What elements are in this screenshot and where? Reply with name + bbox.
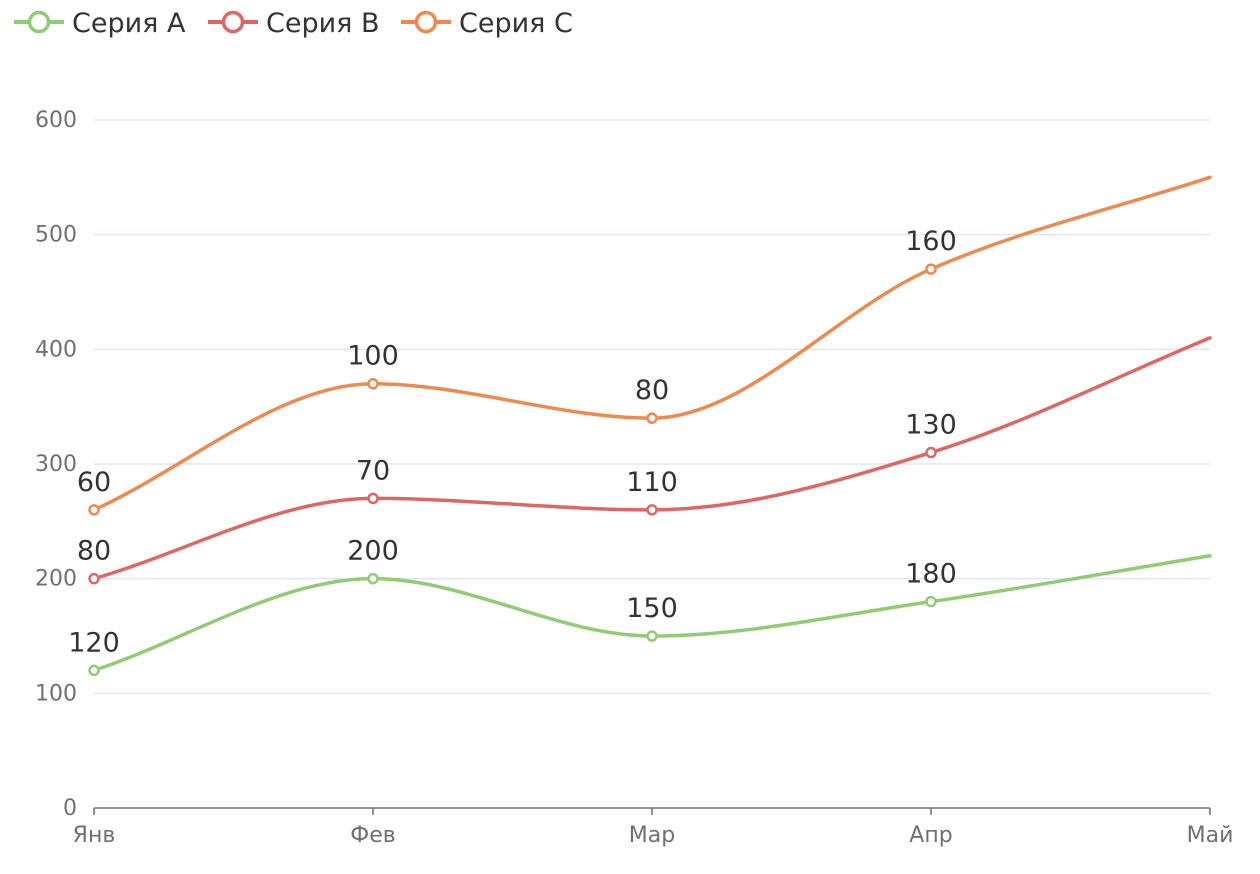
legend-label: Серия C	[459, 8, 573, 39]
data-point[interactable]	[88, 664, 100, 677]
legend: Серия A Серия B Серия C	[14, 8, 573, 39]
legend-item[interactable]: Серия A	[14, 8, 186, 39]
data-label: 200	[347, 536, 399, 567]
data-point[interactable]	[367, 572, 379, 585]
y-tick-label: 100	[35, 681, 77, 706]
data-point[interactable]	[646, 412, 658, 424]
x-tick-label: Мар	[629, 823, 675, 848]
data-label: 120	[68, 627, 120, 658]
data-label: 80	[77, 536, 111, 567]
series-line	[92, 336, 1212, 581]
x-tick-label: Апр	[909, 823, 952, 848]
data-label: 150	[626, 593, 678, 624]
y-tick-label: 400	[35, 337, 77, 362]
data-label: 110	[626, 467, 678, 498]
x-tick-label: Май	[1187, 823, 1234, 848]
data-point[interactable]	[925, 446, 937, 459]
data-point[interactable]	[925, 595, 937, 608]
data-label: 70	[356, 455, 390, 486]
series-lines	[88, 175, 1212, 677]
data-point[interactable]	[367, 492, 379, 505]
data-point[interactable]	[646, 630, 658, 642]
data-point[interactable]	[925, 263, 937, 275]
data-labels: 120 200 150 180 80 70 110 130 60 100 80 160	[68, 226, 957, 658]
legend-item[interactable]: Серия C	[401, 8, 573, 39]
data-label: 60	[77, 467, 111, 498]
data-label: 180	[905, 559, 957, 590]
data-point[interactable]	[367, 377, 379, 390]
x-tick-label: Янв	[73, 823, 116, 848]
data-point[interactable]	[646, 504, 658, 516]
grid-lines	[94, 119, 1210, 695]
legend-marker-icon	[27, 10, 51, 34]
data-point[interactable]	[88, 572, 100, 585]
y-tick-label: 200	[35, 567, 77, 592]
x-tick-label: Фев	[350, 823, 395, 848]
data-label: 130	[905, 410, 957, 441]
legend-label: Серия B	[266, 8, 380, 39]
data-label: 160	[905, 226, 957, 257]
data-label: 80	[635, 375, 669, 406]
legend-label: Серия A	[72, 8, 186, 39]
y-tick-label: 0	[63, 796, 77, 821]
axes: 0 100 200 300 400 500 600 Янв Фев Мар Апр Май	[35, 108, 1233, 848]
data-point[interactable]	[88, 504, 100, 516]
series-line	[92, 175, 1212, 512]
legend-marker-icon	[221, 10, 245, 34]
data-label: 100	[347, 341, 399, 372]
y-tick-label: 600	[35, 108, 77, 133]
y-tick-label: 300	[35, 452, 77, 477]
y-tick-label: 500	[35, 223, 77, 248]
legend-item[interactable]: Серия B	[208, 8, 380, 39]
legend-marker-icon	[414, 10, 438, 34]
